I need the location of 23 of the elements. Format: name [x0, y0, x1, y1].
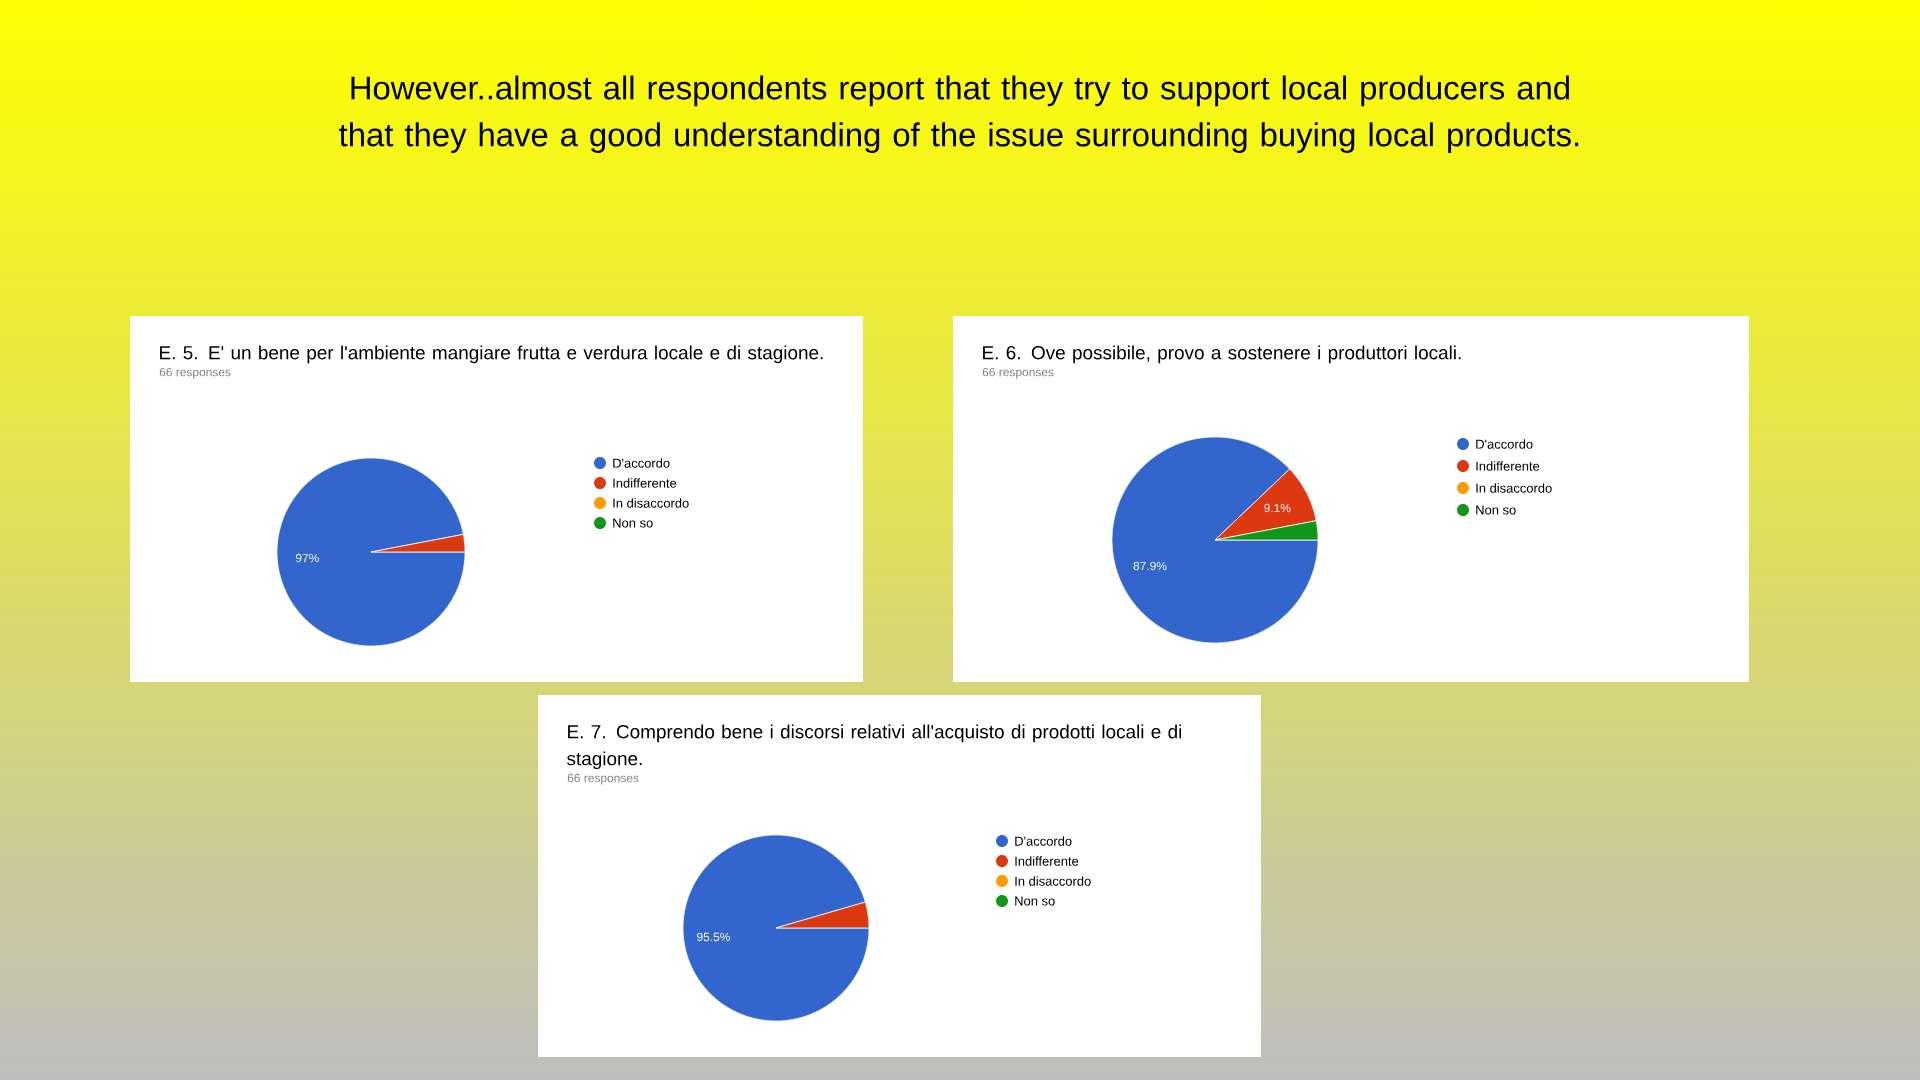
- chart-subtitle: 66 responses: [159, 367, 231, 379]
- chart-subtitle: 66 responses: [982, 367, 1054, 379]
- legend-label: Non so: [1015, 896, 1055, 906]
- data-label: 97%: [295, 553, 319, 563]
- data-label: 87.9%: [1133, 561, 1167, 571]
- legend-label: D'accordo: [613, 458, 670, 468]
- legend-label: Non so: [1476, 505, 1516, 515]
- data-label: 9.1%: [1264, 503, 1291, 513]
- chart-title: E. 5. E' un bene per l'ambiente mangiare frutta e verdura locale e di stagione.: [160, 345, 823, 364]
- legend-label: Indifferente: [613, 478, 677, 488]
- chart-title: E. 6. Ove possibile, provo a sostenere i produttori locali.: [983, 345, 1461, 364]
- text: However..almost all respondents report that they try to support local producers and that they have a good understanding of the issue surrounding buying local products.: [339, 75, 1579, 153]
- legend-label: In disaccordo: [1476, 483, 1552, 493]
- legend-label: Indifferente: [1015, 856, 1079, 866]
- legend-label: In disaccordo: [613, 498, 689, 508]
- legend-label: Non so: [613, 518, 653, 528]
- legend-label: D'accordo: [1476, 439, 1533, 449]
- legend-label: D'accordo: [1015, 836, 1072, 846]
- data-label: 95.5%: [697, 932, 730, 942]
- chart-subtitle: 66 responses: [567, 773, 639, 785]
- chart-title: E. 7. Comprendo bene i discorsi relativi all'acquisto di prodotti locali e di stagione.: [567, 724, 1182, 770]
- legend-label: In disaccordo: [1015, 876, 1091, 886]
- legend-label: Indifferente: [1476, 461, 1540, 471]
